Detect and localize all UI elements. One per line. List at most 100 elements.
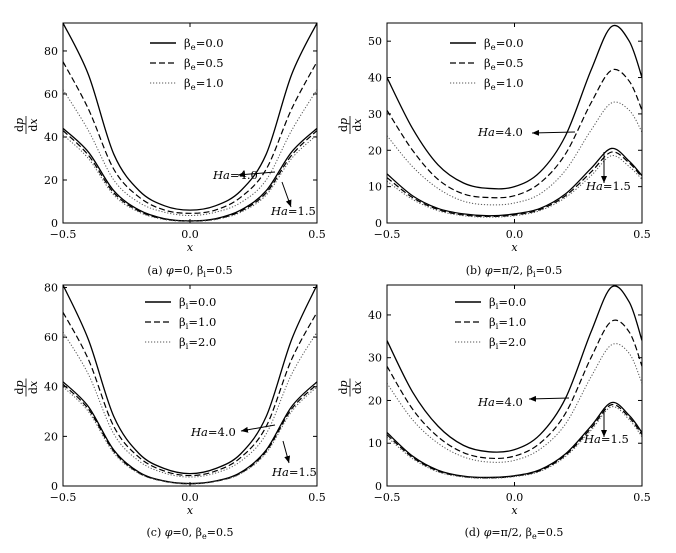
caption-tail: =0.5: [207, 526, 234, 539]
series-line-ha15-solid: [387, 401, 642, 479]
y-axis-label-denominator: dx: [27, 118, 40, 132]
caption-label: (d): [465, 526, 484, 539]
x-axis-label: x: [187, 504, 194, 517]
chart-panel-a: −0.5 0.0 0.5020406080xdpdxβe=0.0βe=0.5βe=1…: [13, 22, 326, 279]
legend-beta: β: [489, 295, 496, 309]
legend-subscript: e: [191, 43, 196, 53]
legend-subscript: e: [491, 83, 496, 93]
caption-tail: =0.5: [206, 264, 233, 277]
caption-eq: =0,: [172, 526, 195, 539]
caption-phi: φ: [165, 526, 173, 539]
series-line-ha15-dashed: [387, 151, 642, 218]
ylabel-d: d: [337, 125, 350, 132]
annotation-arrow: [240, 424, 276, 433]
x-axis-label: x: [511, 241, 518, 254]
caption-subscript: e: [532, 532, 537, 541]
panel-caption: (c) φ=0, βe=0.5: [147, 526, 234, 541]
legend-subscript: e: [191, 63, 196, 73]
caption-eq: =π/2,: [493, 264, 527, 277]
x-tick-label: 0.0: [506, 491, 524, 504]
y-tick-label: 40: [44, 381, 58, 394]
x-tick-label: 0.5: [308, 491, 326, 504]
y-tick-label: 30: [368, 108, 382, 121]
legend-value: =0.5: [196, 56, 224, 70]
y-tick-label: 40: [368, 72, 382, 85]
annotation-label: Ha=4.0: [477, 125, 523, 139]
annotation-label: Ha=1.5: [585, 179, 631, 193]
x-tick-label: 0.0: [181, 228, 199, 241]
annotation-value: =1.5: [289, 465, 317, 479]
legend: βe=0.0βe=0.5βe=1.0: [450, 36, 524, 93]
annotation-value: =1.5: [601, 432, 629, 446]
ylabel-d: d: [27, 125, 40, 132]
legend-label: βi=1.0: [489, 315, 526, 332]
series-line-ha40-dotted: [63, 89, 317, 216]
annotation-label: Ha=1.5: [270, 204, 316, 218]
plot-frame: [386, 22, 643, 224]
y-tick-label: 20: [44, 174, 58, 187]
y-tick-label: 60: [44, 331, 58, 344]
y-axis-label-denominator: dx: [351, 380, 364, 394]
annotation-arrow: [528, 395, 570, 402]
annotation-value: =4.0: [495, 125, 523, 139]
legend-value: =1.0: [498, 315, 526, 329]
legend-label: βe=0.0: [184, 36, 224, 53]
legend-beta: β: [184, 56, 191, 70]
annotation-name: Ha: [212, 168, 230, 182]
x-axis-label: x: [511, 504, 518, 517]
y-tick-label: 40: [368, 309, 382, 322]
ylabel-var: x: [27, 118, 40, 125]
y-axis-label-denominator: dx: [27, 380, 40, 394]
y-tick-label: 80: [44, 281, 58, 294]
legend-beta: β: [179, 295, 186, 309]
caption-phi: φ: [484, 526, 492, 539]
annotation-arrow: [531, 129, 576, 136]
annotation-label: Ha=4.0: [190, 425, 236, 439]
y-axis-label-denominator: dx: [351, 118, 364, 132]
caption-subscript: i: [203, 270, 206, 279]
caption-label: (c): [147, 526, 165, 539]
legend-subscript: e: [191, 83, 196, 93]
y-tick-label: 0: [51, 480, 58, 493]
legend: βi=0.0βi=1.0βi=2.0: [455, 295, 526, 352]
series-line-ha15-dashed: [387, 403, 642, 479]
y-tick-label: 0: [375, 217, 382, 230]
y-tick-label: 20: [368, 394, 382, 407]
caption-beta: β: [527, 264, 533, 277]
ylabel-var: p: [337, 380, 350, 387]
y-tick-label: 30: [368, 352, 382, 365]
legend-beta: β: [489, 335, 496, 349]
legend-label: βi=2.0: [179, 335, 216, 352]
series-line-ha40-solid: [387, 24, 642, 190]
legend-value: =0.0: [188, 295, 216, 309]
series-line-ha40-solid: [63, 23, 317, 211]
legend-value: =0.5: [496, 56, 524, 70]
legend-value: =1.0: [496, 76, 524, 90]
caption-subscript: i: [533, 270, 536, 279]
series-line-ha40-dashed: [63, 312, 317, 477]
legend-label: βe=0.5: [184, 56, 224, 73]
y-tick-label: 0: [375, 480, 382, 493]
annotation-name: Ha: [271, 465, 289, 479]
x-tick-label: −0.5: [374, 491, 401, 504]
legend-label: βi=0.0: [179, 295, 216, 312]
x-tick-label: −0.5: [50, 228, 77, 241]
annotation-arrow: [237, 171, 276, 178]
series-line-ha40-dashed: [387, 68, 642, 199]
y-tick-label: 50: [368, 35, 382, 48]
annotation-arrow: [281, 181, 292, 208]
legend-value: =0.0: [196, 36, 224, 50]
y-axis-label-numerator: dp: [13, 118, 26, 132]
legend-value: =0.0: [498, 295, 526, 309]
ylabel-d: d: [13, 125, 26, 132]
legend-label: βe=0.5: [484, 56, 524, 73]
caption-eq: =0,: [174, 264, 197, 277]
series-line-ha15-dotted: [387, 406, 642, 479]
caption-subscript: e: [202, 532, 207, 541]
y-tick-label: 0: [51, 217, 58, 230]
annotation-name: Ha: [270, 204, 288, 218]
series-line-ha15-solid: [387, 147, 642, 217]
legend-beta: β: [489, 315, 496, 329]
